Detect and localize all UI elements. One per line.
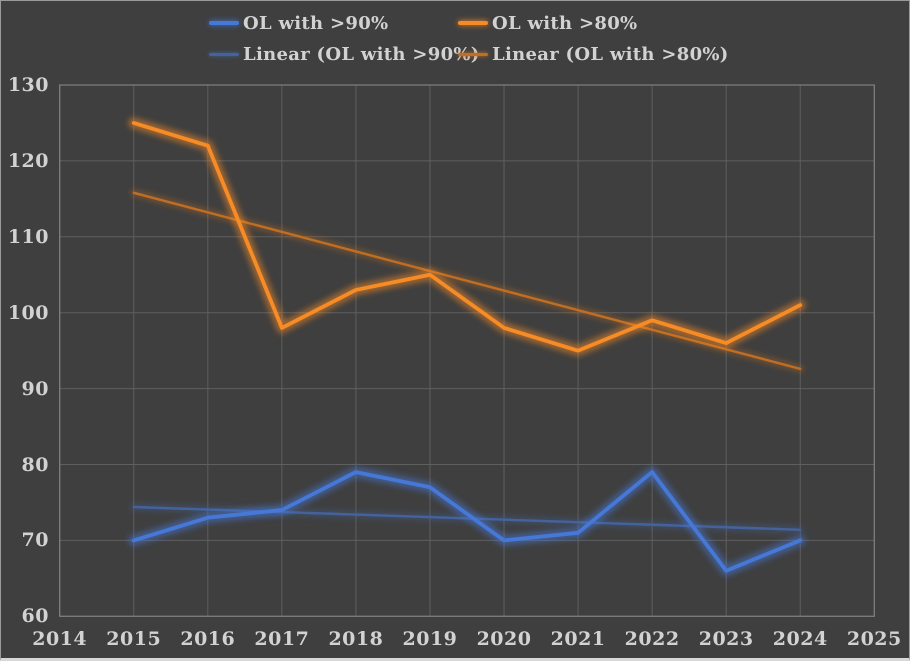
- x-axis-label-2025: 2025: [846, 628, 902, 650]
- legend-line-sample-blue-icon: [209, 21, 239, 25]
- x-axis-label-2016: 2016: [180, 628, 236, 650]
- legend-label-linear-ol-80: Linear (OL with >80%): [492, 43, 729, 65]
- x-axis-label-2023: 2023: [698, 628, 754, 650]
- x-axis-label-2015: 2015: [106, 628, 162, 650]
- x-axis-label-2018: 2018: [328, 628, 384, 650]
- y-axis-label-80: 80: [21, 453, 49, 476]
- x-axis-label-2019: 2019: [402, 628, 458, 650]
- x-axis-label-2021: 2021: [550, 628, 606, 650]
- data-series: [128, 117, 806, 577]
- x-axis-label-2020: 2020: [476, 628, 532, 650]
- x-axis-label-2024: 2024: [772, 628, 828, 650]
- y-axis-label-120: 120: [7, 149, 49, 172]
- y-axis-label-100: 100: [7, 301, 49, 324]
- legend-line-sample-trend-orange-icon: [458, 52, 488, 56]
- legend-label-ol-80: OL with >80%: [492, 12, 638, 34]
- y-axis-label-70: 70: [21, 529, 49, 552]
- legend-line-sample-orange-icon: [458, 21, 488, 25]
- legend-line-sample-trend-blue-icon: [209, 52, 239, 56]
- x-axis-label-2022: 2022: [624, 628, 680, 650]
- y-axis-label-60: 60: [21, 605, 49, 628]
- y-axis-label-130: 130: [7, 74, 49, 96]
- y-axis-label-90: 90: [21, 377, 49, 400]
- legend-label-ol-90: OL with >90%: [243, 12, 389, 34]
- legend-item-ol-80: OL with >80%: [458, 11, 637, 35]
- y-axis-label-110: 110: [7, 225, 49, 248]
- x-axis-label-2014: 2014: [32, 628, 88, 650]
- legend-label-linear-ol-90: Linear (OL with >90%): [243, 43, 480, 65]
- x-axis-label-2017: 2017: [254, 628, 310, 650]
- legend-item-linear-ol-80: Linear (OL with >80%): [458, 42, 729, 66]
- legend-item-ol-90: OL with >90%: [209, 11, 388, 35]
- legend-item-linear-ol-90: Linear (OL with >90%): [209, 42, 480, 66]
- gridlines: [59, 84, 875, 617]
